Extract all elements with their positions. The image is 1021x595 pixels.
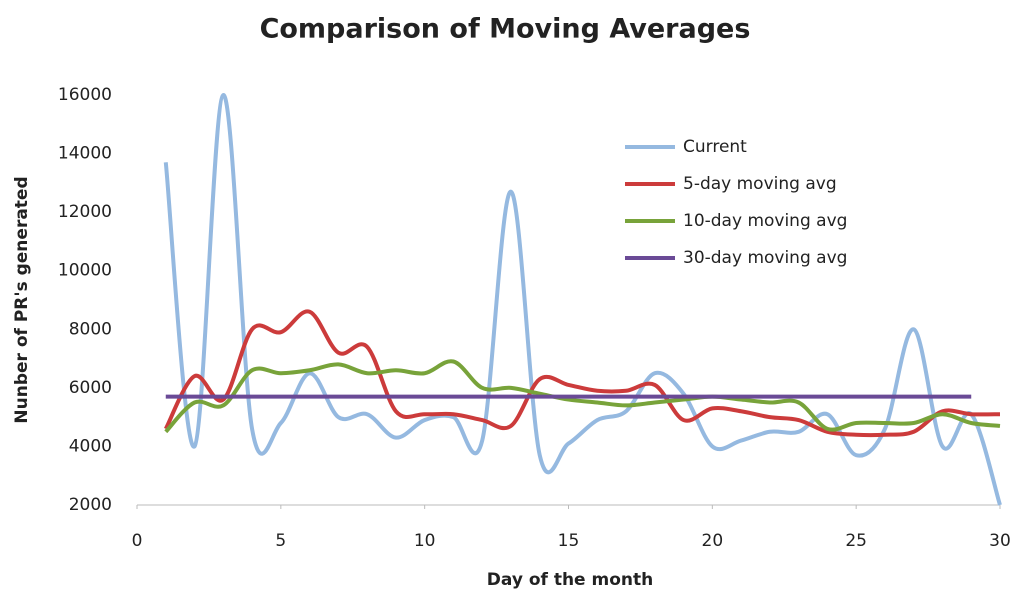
x-tick-label: 10 [414,531,436,551]
y-tick-label: 8000 [69,319,112,339]
y-tick-label: 6000 [69,378,112,398]
y-tick-label: 2000 [69,495,112,515]
x-tick-label: 20 [702,531,724,551]
series-line [164,359,1001,434]
series-line [163,309,1001,438]
y-tick-label: 4000 [69,436,112,456]
x-axis-title: Day of the month [487,570,653,590]
legend-label: 10-day moving avg [683,211,847,231]
x-tick-label: 5 [275,531,286,551]
y-tick-label: 12000 [58,202,112,222]
x-tick-label: 25 [845,531,867,551]
x-tick-label: 30 [989,531,1011,551]
series-line [163,92,1002,506]
y-tick-label: 14000 [58,144,112,164]
y-tick-label: 10000 [58,261,112,281]
y-axis-title: Nunber of PR's generated [12,176,32,423]
legend-label: 5-day moving avg [683,174,837,194]
legend-label: Current [683,137,747,157]
legend-label: 30-day moving avg [683,248,847,268]
chart-title: Comparison of Moving Averages [260,14,751,45]
y-tick-label: 16000 [58,85,112,105]
x-tick-label: 0 [132,531,143,551]
x-tick-label: 15 [558,531,580,551]
